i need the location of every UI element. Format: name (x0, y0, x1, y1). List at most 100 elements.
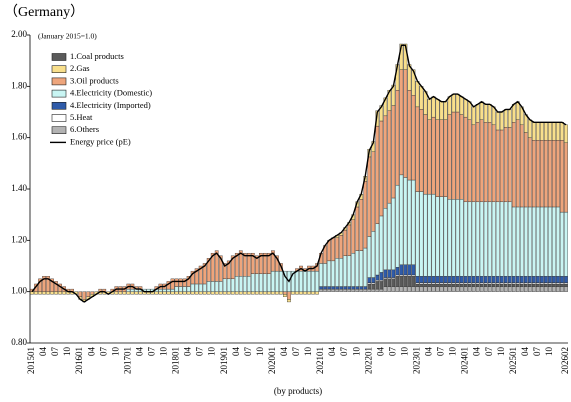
bar-segment (383, 115, 388, 209)
bar-segment (487, 104, 492, 123)
bar-segment (299, 270, 303, 292)
bar-segment (544, 276, 548, 283)
bar-segment (403, 286, 408, 292)
bar-segment (415, 282, 420, 285)
bar-segment (511, 283, 516, 287)
x-tick-label: 07 (291, 347, 301, 357)
bar-segment (138, 291, 143, 295)
bar-segment (367, 236, 372, 278)
bar-segment (515, 283, 520, 287)
x-tick-label: 04 (520, 347, 530, 357)
bar-segment (536, 206, 540, 277)
bar-segment (331, 286, 335, 290)
bar-segment (540, 282, 544, 285)
bar-segment (259, 273, 263, 292)
bar-segment (403, 274, 408, 277)
bar-segment (447, 282, 452, 285)
bar-segment (186, 286, 191, 292)
bar-segment (339, 286, 343, 290)
x-tick-label: 07 (147, 347, 157, 357)
x-axis-label: (by products) (274, 386, 322, 396)
bar-segment (295, 291, 299, 295)
bar-segment (423, 114, 428, 195)
bar-segment (528, 283, 532, 287)
bar-segment (371, 282, 376, 285)
bar-segment (552, 282, 556, 285)
bar-segment (475, 283, 480, 287)
bar-segment (259, 252, 263, 274)
bar-segment (524, 132, 528, 208)
bar-segment (447, 286, 452, 292)
bar-segment (387, 90, 392, 111)
bar-segment (511, 104, 516, 123)
bar-segment (315, 291, 319, 295)
bar-segment (419, 109, 424, 192)
bar-segment (190, 283, 195, 292)
bar-segment (463, 116, 468, 203)
bar-segment (552, 206, 556, 277)
legend-label: 1.Coal products (70, 51, 124, 61)
bar-segment (519, 286, 524, 292)
bar-segment (387, 286, 392, 292)
bar-segment (339, 288, 343, 292)
legend-label: Energy price (pE) (70, 136, 131, 146)
bar-segment (487, 122, 492, 203)
bar-segment (271, 291, 275, 295)
bar-segment (379, 288, 384, 292)
bar-segment (491, 276, 496, 283)
bar-segment (319, 288, 323, 292)
bar-segment (455, 111, 460, 200)
legend-swatch (51, 89, 67, 98)
bar-segment (134, 291, 139, 295)
bar-segment (359, 199, 364, 251)
bar-segment (391, 286, 396, 292)
bar-segment (463, 98, 468, 118)
bar-segment (544, 140, 548, 208)
bar-segment (495, 201, 500, 277)
bar-segment (528, 276, 532, 283)
x-tick-label: 201601 (74, 347, 84, 374)
bar-segment (383, 208, 388, 271)
bar-segment (387, 277, 392, 280)
bar-segment (391, 278, 396, 287)
bar-segment (495, 111, 500, 131)
bar-segment (435, 282, 440, 285)
bar-segment (359, 250, 364, 287)
x-tick-label: 04 (279, 347, 289, 357)
bar-segment (471, 201, 476, 277)
bar-segment (130, 291, 135, 295)
bar-segment (371, 277, 376, 283)
bar-segment (536, 286, 540, 292)
bar-segment (383, 277, 388, 280)
bar-segment (455, 93, 460, 113)
bar-segment (427, 193, 432, 277)
y-tick-label: 0.80 (11, 337, 27, 347)
bar-segment (519, 124, 524, 208)
x-tick-label: 201701 (122, 347, 132, 374)
bar-segment (379, 120, 384, 217)
bar-segment (564, 283, 568, 287)
bar-segment (544, 122, 548, 141)
bar-segment (395, 184, 400, 268)
bar-segment (174, 291, 179, 295)
bar-segment (327, 286, 331, 290)
bar-segment (283, 294, 287, 297)
bar-segment (415, 191, 420, 277)
bar-segment (552, 283, 556, 287)
x-tick-label: 04 (327, 347, 337, 357)
bar-segment (451, 286, 456, 292)
legend-label: 4.Electricity (Domestic) (70, 88, 152, 98)
bar-segment (407, 276, 412, 287)
legend-swatch (51, 102, 67, 110)
bar-segment (178, 286, 183, 292)
bar-segment (459, 286, 464, 292)
bar-segment (114, 291, 119, 295)
bar-segment (459, 282, 464, 285)
bar-segment (540, 283, 544, 287)
bar-segment (363, 247, 368, 287)
bar-segment (214, 281, 219, 292)
bar-segment (499, 129, 504, 203)
bar-segment (431, 283, 436, 287)
bar-segment (503, 276, 508, 283)
bar-segment (335, 237, 339, 259)
